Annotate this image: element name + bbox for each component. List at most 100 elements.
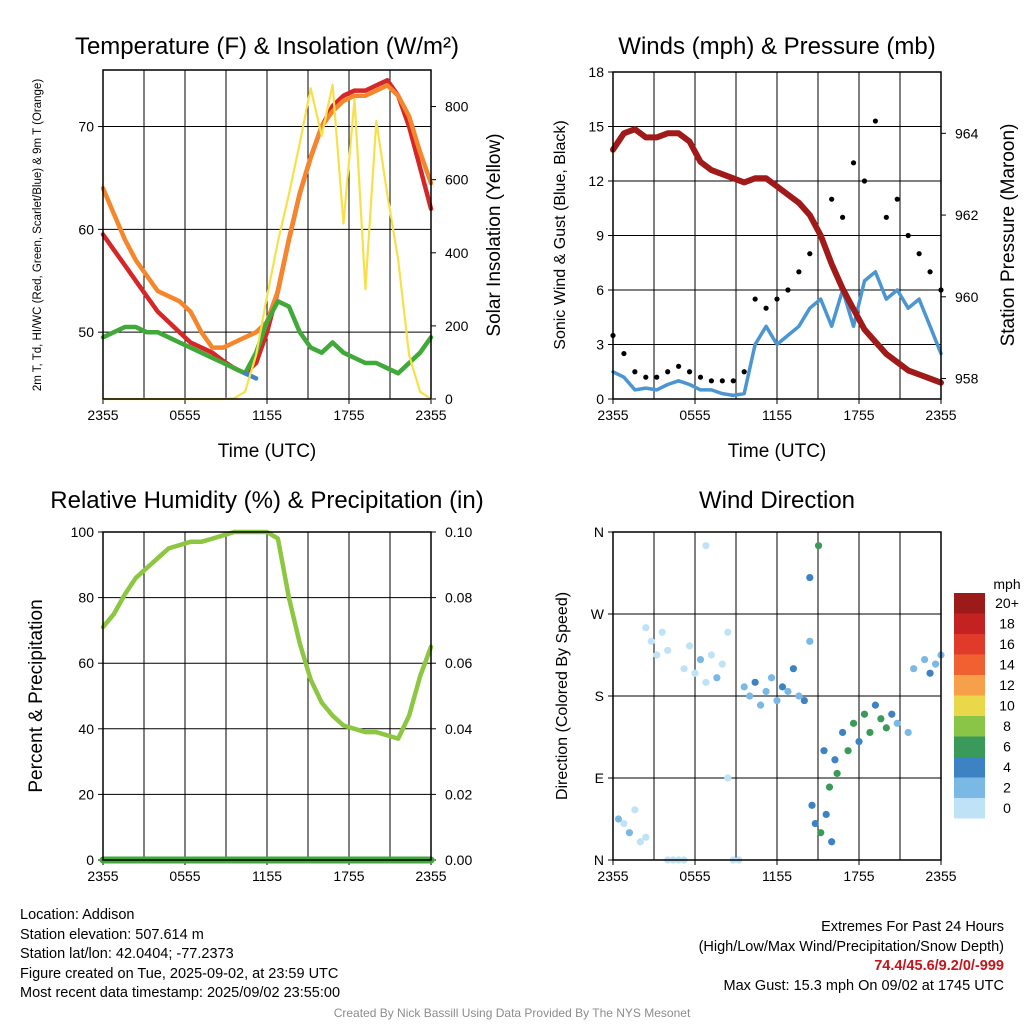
dir-point (811, 819, 819, 828)
wind-gust-point (741, 369, 747, 375)
dir-point (778, 683, 787, 691)
recent-timestamp: Most recent data timestamp: 2025/09/02 2… (20, 985, 341, 1001)
dir-point (800, 696, 808, 705)
wind-gust-point (861, 178, 868, 184)
wind-gust-point (676, 363, 682, 369)
rh-xtick-label: 2355 (87, 868, 118, 884)
dir-point (746, 692, 754, 700)
dir-legend-label: 0 (1003, 800, 1011, 816)
wind-gust-point (894, 196, 900, 202)
dir-legend-label: 8 (1003, 718, 1011, 734)
dir-point (680, 665, 688, 673)
temp-ylabel: 2m T, Td, HI/WC (Red, Green, Scarlet/Blu… (32, 79, 44, 391)
wind-gust-point (632, 369, 638, 375)
dir-point (707, 651, 716, 659)
dir-point (839, 728, 847, 737)
dir-legend-label: 2 (1003, 780, 1011, 796)
dir-legend-swatch (954, 777, 985, 798)
wind-gust-point (621, 350, 627, 357)
dir-point (647, 637, 655, 645)
wind-gust-point (708, 378, 715, 384)
wind-gust-point (763, 305, 769, 311)
dir-point (767, 674, 776, 682)
wind-gust-point (697, 374, 704, 380)
dir-point (773, 696, 781, 705)
dir-ytick-label: E (595, 770, 604, 786)
wind-xtick-label: 1155 (762, 407, 792, 423)
dir-point (921, 655, 929, 664)
temp-series-td (100, 299, 434, 376)
rh-ylabel: Percent & Precipitation (26, 599, 47, 792)
dir-point (882, 724, 890, 732)
temp-xtick-label: 1155 (252, 407, 282, 423)
dir-legend-label: 18 (999, 616, 1015, 632)
dir-point (808, 801, 816, 809)
rh-y2tick-label: 0.10 (445, 524, 472, 540)
dir-xtick-label: 1755 (843, 868, 874, 884)
rh-ytick-label: 0 (86, 852, 94, 868)
wind-gust-point (730, 378, 736, 384)
dir-ylabel: Direction (Colored By Speed) (554, 592, 571, 800)
dir-point (893, 719, 901, 727)
dir-xtick-label: 2355 (597, 868, 628, 884)
rh-panel: 2355 0555 1155 1755 23550204060801000.000.02… (26, 487, 484, 884)
dir-point (877, 715, 885, 723)
dir-legend-swatch (954, 736, 985, 757)
dir-point (828, 838, 836, 846)
dir-legend-label: 16 (999, 636, 1015, 652)
wind-y2tick-label: 964 (955, 125, 979, 141)
dir-xtick-label: 2355 (925, 868, 956, 884)
rh-ytick-label: 100 (71, 524, 95, 540)
temp-frame (102, 69, 432, 400)
wind-xtick-label: 0555 (679, 407, 710, 423)
wind-gust-point (829, 196, 835, 202)
dir-point (620, 819, 628, 828)
wind-ytick-label: 18 (588, 64, 604, 80)
temp-y2tick-label: 0 (445, 391, 453, 407)
wind-gust-point (850, 160, 857, 166)
dir-ytick-label: N (594, 524, 604, 540)
extremes-subtitle: (High/Low/Max Wind/Precipitation/Snow De… (698, 938, 1004, 955)
dir-point (926, 669, 934, 677)
dir-point (904, 728, 912, 737)
wind-gust-point (643, 374, 649, 380)
rh-y2tick-label: 0.08 (445, 590, 472, 606)
dir-point (653, 651, 661, 659)
wind-gust-point (665, 369, 671, 375)
temp-y2tick-label: 600 (445, 172, 469, 188)
wind-gust-point (916, 251, 922, 257)
dir-point (762, 687, 770, 696)
wind-ylabel: Sonic Wind & Gust (Blue, Black) (552, 120, 569, 349)
dir-point (910, 665, 918, 673)
dir-point (658, 628, 666, 636)
dir-point (614, 815, 623, 823)
wind-xtick-label: 1755 (843, 407, 874, 423)
dir-point (820, 747, 828, 755)
temp-title: Temperature (F) & Insolation (W/m²) (75, 33, 459, 60)
dir-point (757, 701, 765, 709)
rh-y2tick-label: 0.00 (445, 852, 472, 868)
dir-legend-swatch (954, 798, 985, 819)
dir-point (631, 806, 639, 814)
wind-gust-point (785, 287, 791, 293)
dir-point (849, 719, 858, 727)
wind-y2label: Station Pressure (Maroon) (998, 124, 1019, 347)
temp-xlabel: Time (UTC) (218, 441, 317, 462)
dir-point (822, 810, 830, 819)
temp-xtick-label: 2355 (415, 407, 446, 423)
dir-point (685, 642, 694, 650)
credit-line: Created By Nick Bassill Using Data Provi… (333, 1006, 691, 1020)
dir-point (625, 829, 634, 837)
wind-y2tick-label: 962 (955, 207, 979, 223)
dir-point (740, 683, 748, 691)
rh-title: Relative Humidity (%) & Precipitation (i… (50, 487, 483, 514)
dir-xtick-label: 0555 (679, 868, 710, 884)
dir-point (825, 783, 834, 791)
wind-gust-point (796, 269, 802, 275)
wind-ytick-label: 6 (596, 282, 604, 298)
dir-point (855, 737, 863, 746)
wind-xlabel: Time (UTC) (728, 441, 827, 462)
rh-y2tick-label: 0.02 (445, 786, 472, 802)
temp-series-2m-t (100, 78, 434, 376)
